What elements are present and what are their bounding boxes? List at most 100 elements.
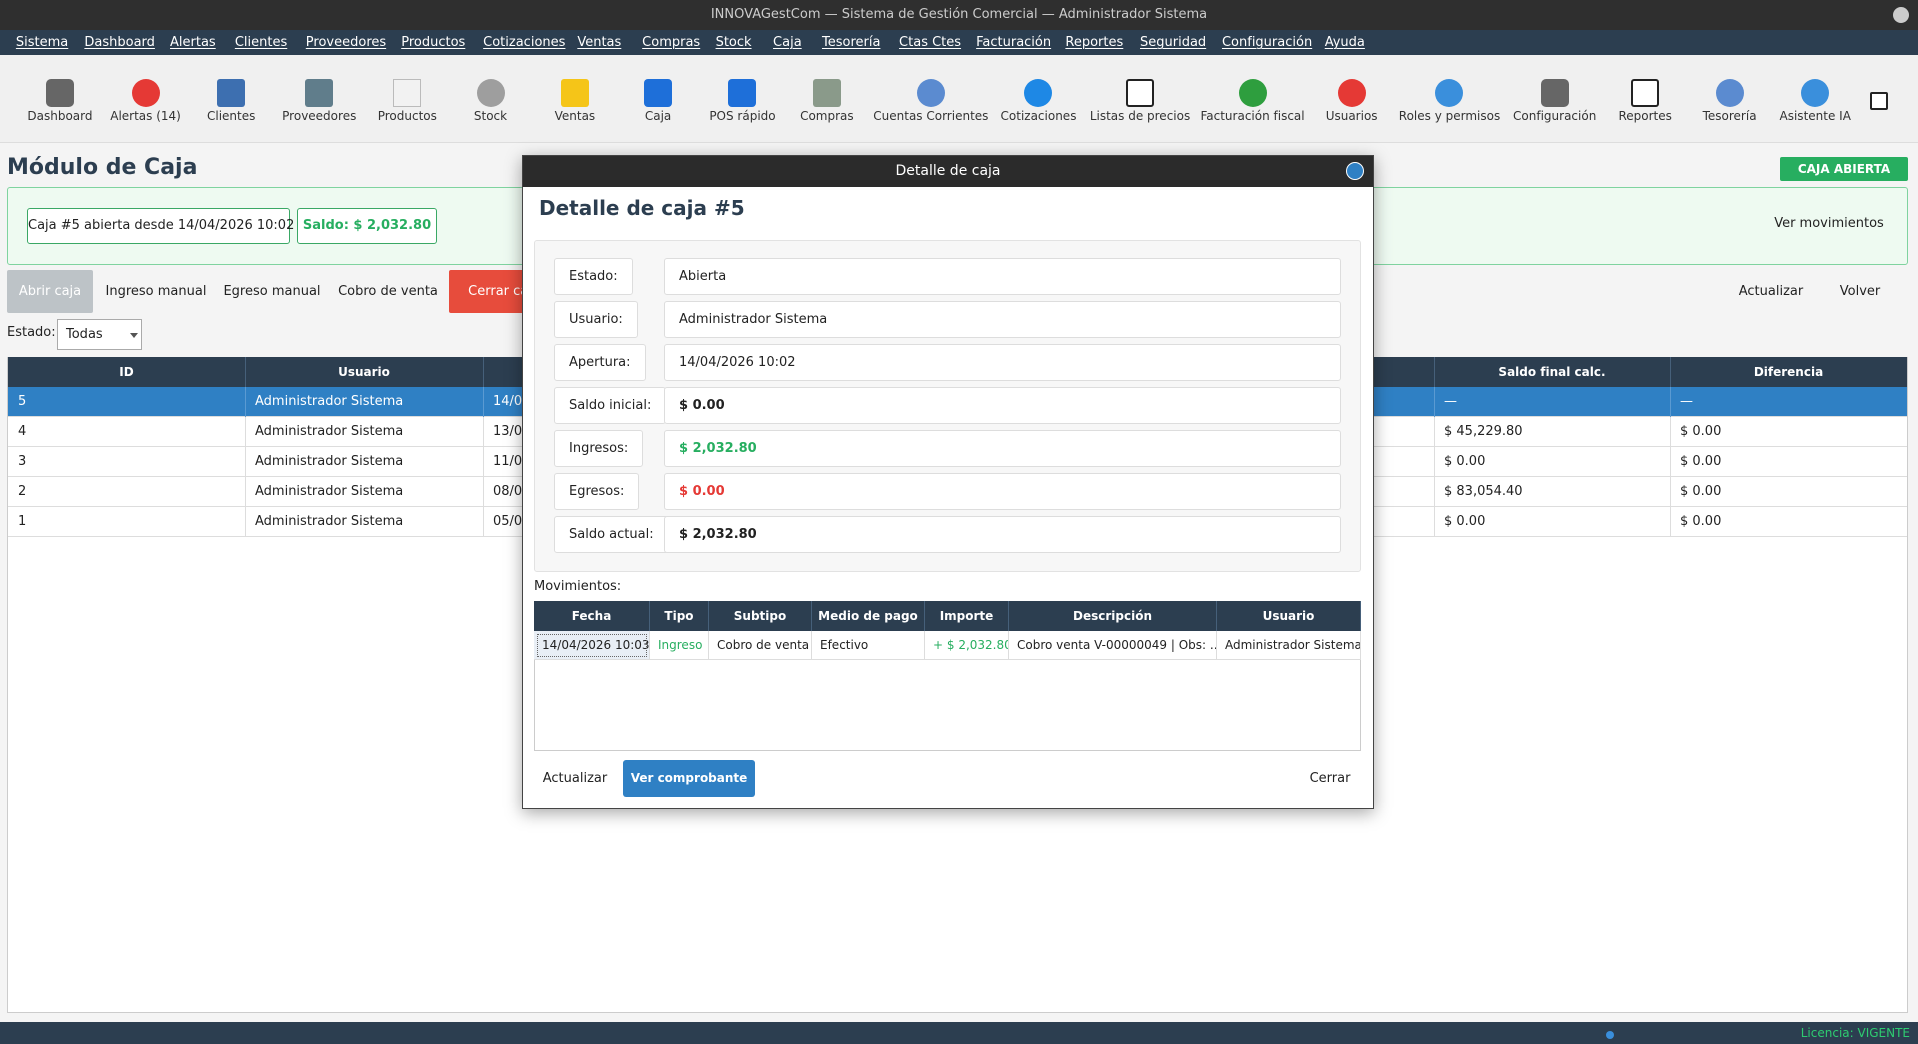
- toolbar-icon[interactable]: [560, 79, 589, 107]
- table-cell: —: [1680, 394, 1693, 409]
- toolbar-icon[interactable]: [644, 79, 673, 107]
- toolbar-icon[interactable]: [812, 79, 841, 107]
- toolbar-icon[interactable]: [728, 79, 757, 107]
- cell-divider: [1670, 477, 1671, 507]
- cell-divider: [1434, 417, 1435, 447]
- menu-item[interactable]: Productos: [401, 35, 466, 50]
- toolbar-icon[interactable]: [1238, 79, 1267, 107]
- toolbar-icon[interactable]: [1024, 79, 1053, 107]
- toolbar-icon[interactable]: [45, 79, 74, 107]
- menu-item[interactable]: Proveedores: [305, 35, 387, 50]
- cell-divider: [483, 447, 484, 477]
- field-value: $ 2,032.80: [664, 430, 1341, 467]
- action-button[interactable]: Abrir caja: [7, 270, 93, 313]
- table-cell: 3: [18, 454, 27, 469]
- dialog-button[interactable]: Cerrar: [1309, 771, 1351, 786]
- header-divider: [245, 357, 246, 387]
- toolbar-icon[interactable]: [916, 79, 945, 107]
- field-value: $ 0.00: [664, 387, 1341, 424]
- cell-divider: [1670, 387, 1671, 417]
- column-header: Diferencia: [1753, 365, 1824, 379]
- menu-item[interactable]: Ctas Ctes: [899, 35, 962, 50]
- movements-column: Usuario: [1217, 601, 1361, 631]
- table-cell: $ 83,054.40: [1444, 484, 1523, 499]
- menu-item[interactable]: Cotizaciones: [483, 35, 566, 50]
- toolbar-icon[interactable]: [476, 79, 505, 107]
- cell-divider: [245, 387, 246, 417]
- toolbar-icon[interactable]: [1631, 79, 1660, 107]
- cell-divider: [245, 447, 246, 477]
- right-action[interactable]: Volver: [1839, 284, 1881, 299]
- menu-item[interactable]: Compras: [642, 35, 701, 50]
- action-button[interactable]: Cobro de venta: [338, 284, 438, 299]
- movements-cell: Cobro venta V-00000049 | Obs: ...: [1009, 631, 1217, 660]
- cell-divider: [1434, 507, 1435, 537]
- menu-item[interactable]: Dashboard: [84, 35, 155, 50]
- table-cell: 11/04: [493, 454, 531, 469]
- movements-column: Fecha: [534, 601, 650, 631]
- right-action[interactable]: Actualizar: [1738, 284, 1804, 299]
- toolbar-icon[interactable]: [1126, 79, 1155, 107]
- movements-cell: Ingreso: [650, 631, 709, 660]
- menu-item[interactable]: Configuración: [1221, 35, 1313, 50]
- dialog-button[interactable]: Actualizar: [542, 771, 608, 786]
- table-cell: 1: [18, 514, 27, 529]
- toolbar-more[interactable]: [1870, 92, 1888, 110]
- menu-item[interactable]: Tesorería: [821, 35, 881, 50]
- filter-select[interactable]: Todas: [57, 319, 142, 350]
- dialog-button-primary[interactable]: Ver comprobante: [623, 760, 755, 797]
- status-bar: [0, 1022, 1918, 1044]
- action-button[interactable]: Egreso manual: [223, 284, 321, 299]
- toolbar-icon[interactable]: [131, 79, 160, 107]
- field-label: Ingresos:: [554, 430, 644, 467]
- toolbar-label: Stock: [473, 109, 508, 123]
- filter-label: Estado:: [7, 325, 56, 340]
- menu-item[interactable]: Alertas: [170, 35, 216, 50]
- header-divider: [1670, 357, 1671, 387]
- movements-column: Subtipo: [709, 601, 812, 631]
- menu-item[interactable]: Ayuda: [1324, 35, 1365, 50]
- cell-divider: [245, 417, 246, 447]
- license: Licencia: VIGENTE: [1800, 1026, 1910, 1040]
- menu-item[interactable]: Seguridad: [1140, 35, 1207, 50]
- field-label: Egresos:: [554, 473, 640, 510]
- toolbar-label: Proveedores: [282, 109, 357, 123]
- table-cell: Administrador Sistema: [255, 454, 404, 469]
- cell-divider: [1670, 447, 1671, 477]
- dialog-close[interactable]: [1346, 162, 1364, 180]
- toolbar-icon[interactable]: [305, 79, 334, 107]
- menu-item[interactable]: Facturación: [976, 35, 1052, 50]
- movements-column: Descripción: [1009, 601, 1217, 631]
- field-label: Estado:: [554, 258, 633, 295]
- table-cell: 14/04: [493, 394, 531, 409]
- close-window[interactable]: [1893, 7, 1909, 23]
- menu-item[interactable]: Reportes: [1065, 35, 1124, 50]
- menu-item[interactable]: Sistema: [15, 35, 69, 50]
- action-button[interactable]: Ingreso manual: [105, 284, 207, 299]
- toolbar-icon[interactable]: [393, 79, 422, 107]
- menu-item[interactable]: Ventas: [577, 35, 622, 50]
- toolbar-icon[interactable]: [1715, 79, 1744, 107]
- toolbar-icon[interactable]: [1337, 79, 1366, 107]
- movements-column: Medio de pago: [812, 601, 925, 631]
- dialog-title: Detalle de caja: [895, 163, 1001, 179]
- toolbar-icon[interactable]: [1435, 79, 1464, 107]
- toolbar-label: Asistente IA: [1779, 109, 1851, 123]
- cell-divider: [483, 417, 484, 447]
- ver-movimientos[interactable]: Ver movimientos: [1774, 216, 1884, 231]
- toolbar-label: Alertas (14): [110, 109, 181, 123]
- cell-divider: [1670, 417, 1671, 447]
- toolbar-label: Dashboard: [27, 109, 93, 123]
- toolbar-icon[interactable]: [217, 79, 246, 107]
- menu-item[interactable]: Stock: [715, 35, 752, 50]
- toolbar-label: Cotizaciones: [1000, 109, 1077, 123]
- toolbar-icon[interactable]: [1801, 79, 1830, 107]
- column-header: ID: [119, 365, 134, 379]
- field-label: Saldo actual:: [554, 516, 669, 553]
- toolbar-icon[interactable]: [1540, 79, 1569, 107]
- column-header: Saldo final calc.: [1498, 365, 1606, 379]
- menu-item[interactable]: Caja: [773, 35, 802, 50]
- field-value: Abierta: [664, 258, 1341, 295]
- menu-item[interactable]: Clientes: [234, 35, 288, 50]
- header-divider: [483, 357, 484, 387]
